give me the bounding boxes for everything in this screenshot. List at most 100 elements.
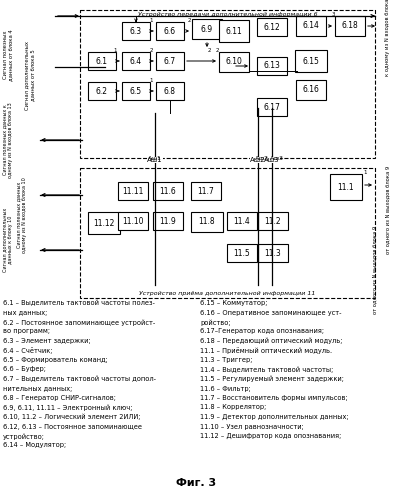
Text: 11.3: 11.3 [264, 248, 281, 258]
Text: 6.7 – Выделитель тактовой частоты допол-: 6.7 – Выделитель тактовой частоты допол- [3, 376, 156, 382]
Text: 6.14: 6.14 [303, 22, 320, 30]
Text: Сигнал дополнительных
данных от блока 5: Сигнал дополнительных данных от блока 5 [25, 40, 35, 110]
Text: Аш2: Аш2 [255, 156, 269, 160]
Text: 6.15 – Коммутатор;: 6.15 – Коммутатор; [200, 300, 267, 306]
Text: 6.1 – Выделитель тактовой частоты полез-: 6.1 – Выделитель тактовой частоты полез- [3, 300, 155, 306]
Text: 11.1 – Приёмный оптический модуль.: 11.1 – Приёмный оптический модуль. [200, 348, 332, 354]
Text: 6.14 – Модулятор;: 6.14 – Модулятор; [3, 442, 66, 448]
Text: 6.6: 6.6 [164, 26, 176, 36]
Text: от одного из N выходов блока 9: от одного из N выходов блока 9 [386, 166, 391, 254]
Text: 6.11: 6.11 [226, 26, 242, 36]
Text: 11.9 – Детектор дополнительных данных;: 11.9 – Детектор дополнительных данных; [200, 414, 349, 420]
Text: 11.2: 11.2 [265, 216, 281, 226]
Bar [80, 10, 375, 158]
Text: 6.7: 6.7 [164, 56, 176, 66]
Text: 6.5: 6.5 [130, 86, 142, 96]
Bar [219, 52, 249, 72]
Text: 6.4: 6.4 [130, 56, 142, 66]
Text: 11.10: 11.10 [122, 216, 144, 226]
Text: 6.17: 6.17 [264, 102, 281, 112]
Text: Сигнал полезных
данных от блока 4: Сигнал полезных данных от блока 4 [3, 29, 13, 81]
Bar [295, 50, 327, 72]
Text: 6.16: 6.16 [303, 86, 320, 94]
Bar [88, 82, 116, 100]
Text: 11.4 – Выделитель тактовой частоты;: 11.4 – Выделитель тактовой частоты; [200, 366, 333, 373]
Bar [296, 80, 326, 100]
Text: 6.10: 6.10 [226, 58, 242, 66]
Text: 6.16 – Оперативное запоминающее уст-: 6.16 – Оперативное запоминающее уст- [200, 310, 342, 316]
Text: устройство;: устройство; [3, 433, 45, 440]
Bar [153, 182, 183, 200]
Text: 11.3 – Триггер;: 11.3 – Триггер; [200, 357, 252, 363]
Bar [192, 19, 222, 39]
Bar [219, 20, 249, 42]
Text: 6.3: 6.3 [130, 26, 142, 36]
Bar [191, 182, 221, 200]
Text: 2: 2 [149, 48, 153, 52]
Bar [296, 16, 326, 36]
Text: 11.7: 11.7 [198, 186, 214, 196]
Text: 11.8: 11.8 [199, 218, 215, 226]
Bar [191, 212, 223, 232]
Text: 11.12 – Дешифратор кода опознавания;: 11.12 – Дешифратор кода опознавания; [200, 433, 341, 439]
Text: Сигнал полезных данных к
одному из N входов блока 13: Сигнал полезных данных к одному из N вхо… [3, 102, 13, 178]
Text: 1: 1 [149, 78, 153, 82]
Text: 11.8 – Коррелятор;: 11.8 – Коррелятор; [200, 404, 266, 410]
Text: 6.18: 6.18 [342, 22, 358, 30]
Text: Сигнал дополнительных
данных к блоку 10: Сигнал дополнительных данных к блоку 10 [3, 208, 13, 272]
Text: 6.5 – Формирователь команд;: 6.5 – Формирователь команд; [3, 357, 108, 363]
Text: 1: 1 [113, 48, 117, 52]
Text: Устройство приёма дополнительной информации 11: Устройство приёма дополнительной информа… [139, 291, 316, 296]
Text: 6.9: 6.9 [201, 24, 213, 34]
Bar [118, 212, 148, 230]
Bar [258, 212, 288, 230]
Text: 2: 2 [187, 18, 191, 22]
Text: 6.2 – Постоянное запоминающее устройст-: 6.2 – Постоянное запоминающее устройст- [3, 319, 155, 326]
Text: Сигнал полезных данных
одному из N входов блока 10: Сигнал полезных данных одному из N входо… [17, 177, 28, 253]
Text: 11.6: 11.6 [160, 186, 176, 196]
Text: 6.8 – Генератор СНИР-сигналов;: 6.8 – Генератор СНИР-сигналов; [3, 395, 116, 401]
Text: нительных данных;: нительных данных; [3, 386, 72, 392]
Bar [257, 98, 287, 116]
Text: 6.6 – Буфер;: 6.6 – Буфер; [3, 366, 46, 372]
Text: 6.4 – Счётчик;: 6.4 – Счётчик; [3, 348, 52, 354]
Bar [118, 182, 148, 200]
Bar [156, 52, 184, 70]
Bar [80, 168, 375, 298]
Text: от одного из N выходов блока 9: от одного из N выходов блока 9 [373, 226, 378, 314]
Bar [122, 22, 150, 40]
Bar [88, 52, 116, 70]
Text: 2: 2 [207, 48, 211, 52]
Bar [88, 212, 120, 234]
Text: 11.9: 11.9 [160, 216, 176, 226]
Text: 2: 2 [215, 48, 219, 52]
Text: 11.6 – Фильтр;: 11.6 – Фильтр; [200, 386, 251, 392]
Text: Аш3: Аш3 [270, 156, 284, 160]
Text: 6.3 – Элемент задержки;: 6.3 – Элемент задержки; [3, 338, 91, 344]
Text: 11.11: 11.11 [122, 186, 144, 196]
Text: ройство;: ройство; [200, 319, 231, 326]
Bar [153, 212, 183, 230]
Text: 6.2: 6.2 [96, 86, 108, 96]
Text: 6.10, 11.2 – Логический элемент 2ИЛИ;: 6.10, 11.2 – Логический элемент 2ИЛИ; [3, 414, 140, 420]
Text: 6.18 – Передающий оптический модуль;: 6.18 – Передающий оптический модуль; [200, 338, 342, 344]
Text: 6.15: 6.15 [303, 56, 320, 66]
Text: 6.9, 6.11, 11.11 – Электронный ключ;: 6.9, 6.11, 11.11 – Электронный ключ; [3, 404, 132, 411]
Text: 11.1: 11.1 [338, 182, 354, 192]
Text: во программ;: во программ; [3, 328, 50, 334]
Bar [156, 82, 184, 100]
Bar [227, 212, 257, 230]
Text: Аш2: Аш2 [250, 157, 266, 163]
Text: 11.5: 11.5 [233, 248, 250, 258]
Bar [227, 244, 257, 262]
Text: 6.13: 6.13 [264, 62, 281, 70]
Text: 11.7 – Восстановитель формы импульсов;: 11.7 – Восстановитель формы импульсов; [200, 395, 348, 401]
Text: 6.17–Генератор кода опознавания;: 6.17–Генератор кода опознавания; [200, 328, 324, 334]
Text: Аш3: Аш3 [264, 157, 280, 163]
Text: 1: 1 [149, 18, 153, 22]
Bar [122, 82, 150, 100]
Bar [257, 18, 287, 36]
Bar [257, 57, 287, 75]
Bar [258, 244, 288, 262]
Bar [156, 22, 184, 40]
